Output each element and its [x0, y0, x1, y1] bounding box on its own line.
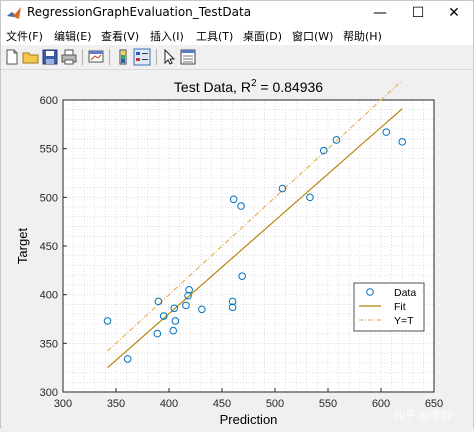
menu-edit[interactable]: 编辑(E)	[54, 30, 92, 43]
legend-box	[353, 282, 425, 332]
data-point	[332, 136, 341, 144]
menu-desktop[interactable]: 桌面(D)	[243, 30, 283, 43]
y-tick-label: 300	[40, 387, 58, 399]
minimize-button[interactable]: —	[373, 5, 387, 21]
data-point	[228, 303, 237, 312]
insert-colorbar-icon[interactable]	[114, 48, 132, 66]
maximize-button[interactable]: ☐	[411, 5, 425, 21]
toolbar-separator	[82, 49, 83, 65]
data-point	[319, 146, 328, 155]
data-point	[170, 304, 179, 313]
legend-label: Data	[394, 287, 416, 299]
save-icon[interactable]	[41, 48, 59, 66]
y-tick-label: 400	[40, 290, 58, 302]
close-button[interactable]: ✕	[448, 5, 460, 21]
menu-tools[interactable]: 工具(T)	[196, 30, 234, 43]
y-tick-label: 350	[40, 338, 58, 350]
identity-line	[107, 80, 403, 352]
watermark: 知乎 @李烨	[394, 408, 452, 422]
regression-lines	[107, 80, 403, 369]
window-title: RegressionGraphEvaluation_TestData	[27, 5, 252, 19]
toolbar	[1, 45, 473, 70]
minor-grid	[63, 100, 434, 392]
data-point	[159, 312, 168, 320]
data-point	[198, 305, 206, 314]
y-tick-label: 450	[40, 241, 58, 253]
fit-line	[107, 108, 403, 369]
menu-help[interactable]: 帮助(H)	[343, 30, 382, 43]
x-tick-label: 500	[266, 398, 284, 410]
data-point	[153, 329, 162, 338]
x-tick-label: 300	[54, 398, 72, 410]
data-point	[398, 138, 407, 146]
x-tick-label: 550	[319, 398, 337, 410]
y-axis-label: Target	[15, 228, 30, 265]
regression-chart: 300 350 400 450 500 550 600 650 300 350 400 450 500 5…	[15, 78, 452, 427]
data-points	[103, 128, 407, 363]
menu-view[interactable]: 查看(V)	[101, 30, 140, 43]
insert-legend-icon[interactable]	[133, 48, 151, 66]
chart-title: Test Data, R2 = 0.84936	[174, 78, 323, 95]
data-point	[382, 128, 391, 136]
data-point	[154, 297, 163, 306]
menu-window[interactable]: 窗口(W)	[292, 30, 334, 43]
data-point	[171, 317, 180, 325]
menu-bar: 文件(F) 编辑(E) 查看(V) 插入(I) 工具(T) 桌面(D) 窗口(W…	[1, 25, 473, 45]
figure-area: 300 350 400 450 500 550 600 650 300 350 400 450 500 5…	[2, 70, 473, 428]
y-tick-label: 550	[40, 144, 58, 156]
data-point	[228, 297, 237, 306]
pointer-icon[interactable]	[160, 48, 178, 66]
x-tick-label: 400	[160, 398, 178, 410]
link-plot-icon[interactable]	[87, 48, 105, 66]
x-tick-label: 650	[425, 398, 443, 410]
toolbar-separator	[109, 49, 110, 65]
x-tick-label: 600	[372, 398, 390, 410]
axis-ticks: 300 350 400 450 500 550 600 650 300 350 400 450 500 5…	[40, 95, 444, 410]
legend-label: Fit	[394, 301, 406, 313]
new-file-icon[interactable]	[3, 48, 21, 66]
data-point	[238, 272, 246, 280]
property-editor-icon[interactable]	[179, 48, 197, 66]
x-tick-label: 450	[213, 398, 231, 410]
menu-file[interactable]: 文件(F)	[6, 30, 43, 43]
toolbar-separator	[156, 49, 157, 65]
menu-insert[interactable]: 插入(I)	[150, 30, 184, 43]
data-point	[184, 291, 192, 300]
x-axis-label: Prediction	[220, 412, 278, 427]
title-bar[interactable]: RegressionGraphEvaluation_TestData — ☐ ✕	[1, 1, 473, 25]
legend: Data Fit Y=T	[353, 282, 425, 332]
matlab-icon	[7, 7, 21, 19]
y-tick-label: 500	[40, 192, 58, 204]
data-point	[103, 317, 112, 325]
data-point	[123, 355, 132, 363]
x-tick-label: 350	[107, 398, 125, 410]
data-point	[229, 195, 238, 204]
data-point	[182, 301, 190, 310]
data-point	[185, 286, 193, 294]
legend-marker-data	[366, 288, 374, 296]
data-point	[237, 202, 245, 210]
data-point	[169, 326, 178, 335]
open-folder-icon[interactable]	[22, 48, 40, 66]
legend-label: Y=T	[394, 315, 414, 327]
print-icon[interactable]	[60, 48, 78, 66]
data-point	[306, 193, 314, 202]
data-point	[278, 184, 287, 193]
y-tick-label: 600	[40, 95, 58, 107]
